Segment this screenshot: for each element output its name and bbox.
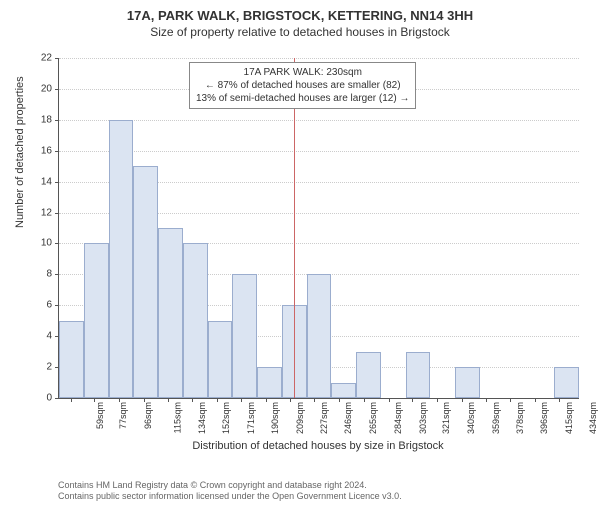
ytick-mark	[55, 243, 59, 244]
ytick-mark	[55, 305, 59, 306]
ytick-label: 22	[32, 53, 52, 64]
xtick-label: 59sqm	[95, 402, 105, 429]
ytick-label: 4	[32, 331, 52, 342]
xtick-label: 284sqm	[393, 402, 403, 434]
ytick-mark	[55, 58, 59, 59]
xtick-label: 171sqm	[246, 402, 256, 434]
annotation-line: ← 87% of detached houses are smaller (82…	[196, 79, 409, 92]
xtick-label: 209sqm	[295, 402, 305, 434]
plot-region: 59sqm77sqm96sqm115sqm134sqm152sqm171sqm1…	[58, 58, 579, 399]
ytick-mark	[55, 89, 59, 90]
ytick-label: 20	[32, 83, 52, 94]
histogram-bar	[158, 228, 183, 398]
xtick-mark	[94, 398, 95, 402]
histogram-bar	[455, 367, 480, 398]
histogram-bar	[307, 274, 332, 398]
gridline	[59, 120, 579, 121]
xtick-label: 227sqm	[319, 402, 329, 434]
x-axis-label: Distribution of detached houses by size …	[58, 440, 578, 452]
xtick-label: 434sqm	[588, 402, 598, 434]
chart-title-sub: Size of property relative to detached ho…	[0, 25, 600, 39]
xtick-mark	[217, 398, 218, 402]
xtick-mark	[412, 398, 413, 402]
xtick-label: 321sqm	[441, 402, 451, 434]
ytick-label: 18	[32, 114, 52, 125]
xtick-label: 359sqm	[491, 402, 501, 434]
xtick-mark	[290, 398, 291, 402]
xtick-mark	[314, 398, 315, 402]
chart-area: 59sqm77sqm96sqm115sqm134sqm152sqm171sqm1…	[58, 58, 578, 398]
ytick-mark	[55, 120, 59, 121]
xtick-mark	[437, 398, 438, 402]
histogram-bar	[356, 352, 381, 398]
gridline	[59, 58, 579, 59]
xtick-mark	[144, 398, 145, 402]
xtick-mark	[559, 398, 560, 402]
footer-line-2: Contains public sector information licen…	[58, 491, 402, 502]
xtick-mark	[168, 398, 169, 402]
ytick-mark	[55, 274, 59, 275]
annotation-box: 17A PARK WALK: 230sqm← 87% of detached h…	[189, 62, 416, 109]
footer-line-1: Contains HM Land Registry data © Crown c…	[58, 480, 402, 491]
xtick-label: 396sqm	[539, 402, 549, 434]
ytick-mark	[55, 213, 59, 214]
ytick-label: 6	[32, 300, 52, 311]
marker-line	[294, 58, 295, 398]
xtick-mark	[510, 398, 511, 402]
ytick-mark	[55, 398, 59, 399]
ytick-label: 10	[32, 238, 52, 249]
histogram-bar	[59, 321, 84, 398]
xtick-label: 415sqm	[564, 402, 574, 434]
footer-attribution: Contains HM Land Registry data © Crown c…	[58, 480, 402, 503]
gridline	[59, 151, 579, 152]
histogram-bar	[257, 367, 282, 398]
histogram-bar	[406, 352, 431, 398]
xtick-mark	[339, 398, 340, 402]
ytick-label: 2	[32, 362, 52, 373]
xtick-label: 246sqm	[343, 402, 353, 434]
histogram-bar	[331, 383, 356, 398]
ytick-label: 16	[32, 145, 52, 156]
xtick-label: 190sqm	[270, 402, 280, 434]
xtick-label: 340sqm	[466, 402, 476, 434]
histogram-bar	[109, 120, 134, 398]
annotation-line: 13% of semi-detached houses are larger (…	[196, 92, 409, 105]
xtick-label: 378sqm	[515, 402, 525, 434]
ytick-label: 8	[32, 269, 52, 280]
histogram-bar	[208, 321, 233, 398]
annotation-line: 17A PARK WALK: 230sqm	[196, 66, 409, 79]
xtick-label: 115sqm	[172, 402, 182, 433]
xtick-mark	[462, 398, 463, 402]
xtick-label: 152sqm	[221, 402, 231, 434]
xtick-mark	[486, 398, 487, 402]
xtick-mark	[364, 398, 365, 402]
xtick-label: 303sqm	[418, 402, 428, 434]
xtick-label: 265sqm	[368, 402, 378, 434]
histogram-bar	[183, 243, 208, 398]
histogram-bar	[554, 367, 579, 398]
xtick-mark	[266, 398, 267, 402]
ytick-label: 14	[32, 176, 52, 187]
ytick-mark	[55, 151, 59, 152]
xtick-mark	[535, 398, 536, 402]
y-axis-label: Number of detached properties	[14, 76, 26, 228]
xtick-mark	[192, 398, 193, 402]
xtick-mark	[389, 398, 390, 402]
chart-title-main: 17A, PARK WALK, BRIGSTOCK, KETTERING, NN…	[0, 8, 600, 23]
histogram-bar	[133, 166, 158, 398]
xtick-label: 134sqm	[198, 402, 208, 434]
xtick-mark	[241, 398, 242, 402]
ytick-label: 0	[32, 393, 52, 404]
ytick-mark	[55, 182, 59, 183]
xtick-label: 77sqm	[118, 402, 128, 429]
histogram-bar	[232, 274, 257, 398]
histogram-bar	[84, 243, 109, 398]
xtick-mark	[71, 398, 72, 402]
xtick-label: 96sqm	[143, 402, 153, 429]
xtick-mark	[119, 398, 120, 402]
ytick-label: 12	[32, 207, 52, 218]
